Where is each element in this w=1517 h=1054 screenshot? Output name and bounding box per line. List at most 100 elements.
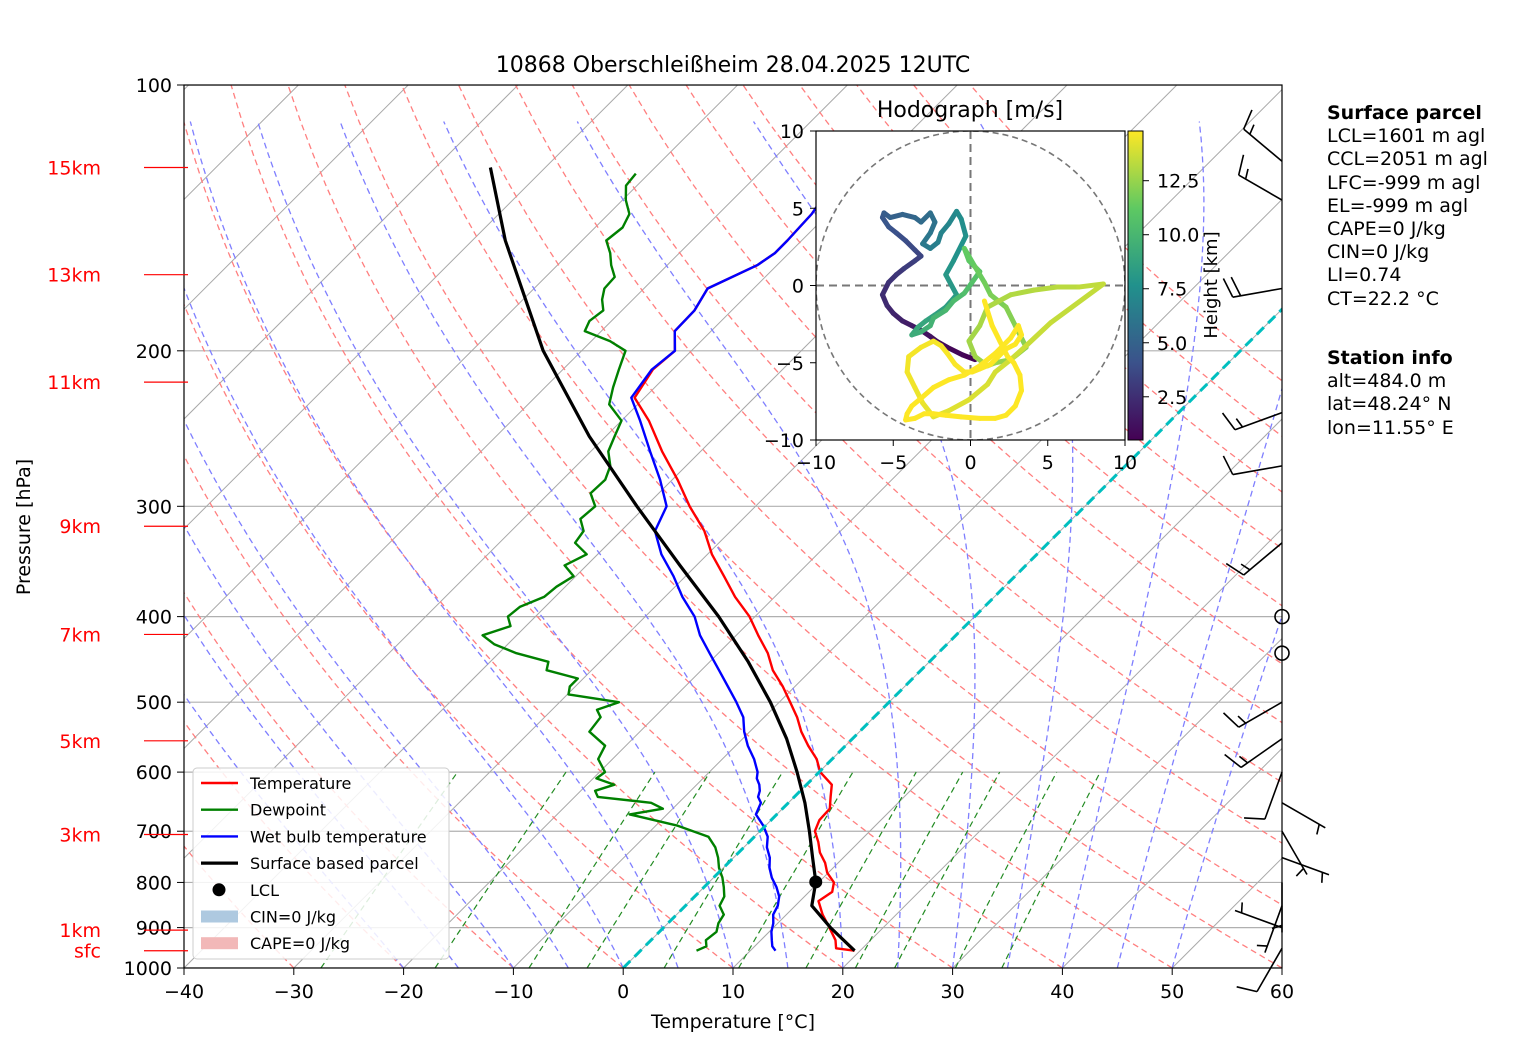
surface-parcel-header: Surface parcel [1327,102,1482,124]
dry-adiabat-line [184,454,624,968]
barb-half-flag [1244,168,1249,180]
hodograph-segment [966,381,990,403]
wind-barb [1244,771,1283,820]
moist-adiabat-line [752,121,976,968]
hodo-y-tick-label: −10 [764,430,804,452]
x-tick-label: −20 [384,981,424,1003]
colorbar-tick-label: 10.0 [1157,225,1199,247]
info-cape: CAPE=0 J/kg [1327,218,1446,241]
wind-barb [1225,542,1283,576]
y-tick-label: 700 [136,821,172,843]
legend-box [192,767,450,960]
moist-adiabat-line [1171,613,1282,968]
isotherm-line [184,85,848,750]
dry-adiabat-line [184,120,844,968]
barb-full-flag [1236,986,1258,993]
hodograph-segment [989,323,1003,344]
info-cin: CIN=0 J/kg [1327,241,1430,264]
barb-full-flag [1225,562,1245,576]
hodo-x-tick-label: −10 [796,452,836,474]
hodo-y-tick-label: 5 [792,198,804,220]
barb-half-flag [1316,824,1321,835]
y-tick-label: 500 [136,692,172,714]
legend-swatch [201,910,238,923]
hodograph-segment [958,414,983,421]
colorbar [1127,130,1144,441]
hodograph-segment [981,298,995,329]
info-lat: lat=48.24° N [1327,393,1452,416]
barb-staff [1243,128,1283,162]
calm-wind-circle [1274,645,1290,661]
barb-half-flag [1238,755,1249,764]
legend-swatch [212,883,226,897]
hodograph-segment [961,363,983,378]
height-label: 3km [59,824,101,846]
moist-adiabat-line [184,613,460,968]
x-tick-label: 40 [1050,981,1074,1003]
moist-adiabat-line [184,418,569,968]
barb-full-flag [1222,712,1240,728]
y-axis-label: Pressure [hPa] [13,459,35,595]
legend-label: Dewpoint [250,801,326,820]
station-info-header: Station info [1327,347,1453,369]
station-info: Station info alt=484.0 m lat=48.24° N lo… [1327,347,1454,440]
colorbar-tick-label: 2.5 [1157,387,1187,409]
barb-staff [1264,905,1283,953]
mixing-ratio-line [528,771,656,968]
wind-barb [1221,411,1283,431]
legend-label: Temperature [249,774,351,793]
hodograph-segment [961,245,978,270]
moist-adiabat-line [576,121,902,968]
wind-barb [1274,608,1290,625]
hodograph-segment [966,323,983,344]
dewpoint-line [481,172,726,952]
mixing-ratio-line [954,771,1058,968]
hodograph-segment [984,292,1014,310]
barb-full-flag [1230,276,1242,297]
legend-label: Wet bulb temperature [250,827,427,846]
mixing-ratio-line [1001,771,1101,968]
barb-staff [1232,465,1283,476]
barb-staff [1232,287,1283,298]
legend: Temperature Dewpoint Wet bulb temperature S… [192,767,450,960]
dry-adiabat-line [514,85,1282,844]
wind-barb [1281,830,1308,877]
info-ct: CT=22.2 °C [1327,287,1439,310]
hodo-y-tick-label: 0 [792,276,804,298]
hodograph-segment [904,369,918,390]
y-tick-label: 400 [136,607,172,629]
barb-full-flag [1222,278,1234,298]
mixing-ratio-line [738,771,854,968]
hodograph-segment [977,350,998,369]
legend-label: Surface based parcel [250,854,419,873]
x-tick-label: 10 [721,981,745,1003]
moist-adiabat-line [1061,121,1205,968]
moist-adiabat-line [978,121,1074,968]
lcl-marker [809,875,823,889]
isotherm-line [952,637,1282,968]
hodo-x-tick-label: −5 [879,452,907,474]
height-label: sfc [74,941,101,963]
x-tick-label: 0 [617,981,629,1003]
colorbar-tick-label: 12.5 [1157,171,1199,193]
surface-parcel-info: Surface parcel LCL=1601 m agl CCL=2051 m… [1327,102,1488,311]
height-label: 7km [59,624,101,646]
wind-barb [1224,738,1283,769]
y-tick-label: 600 [136,762,172,784]
dry-adiabat-line [287,85,1063,968]
colorbar-tick-label: 7.5 [1157,279,1187,301]
wind-barb [1236,947,1283,993]
hodograph-segment [918,384,936,401]
wind-barb [1234,902,1283,929]
hodograph-segment [1003,304,1018,329]
x-tick-label: −30 [274,981,314,1003]
wind-barb [1222,701,1283,728]
height-label: 9km [59,516,101,538]
hodograph-segment [943,272,960,298]
info-ccl: CCL=2051 m agl [1327,148,1488,171]
barb-full-flag [1222,455,1234,475]
barb-staff [1238,174,1283,201]
x-tick-label: −40 [164,981,204,1003]
moist-adiabat-line [257,121,734,968]
x-tick-label: 20 [831,981,855,1003]
